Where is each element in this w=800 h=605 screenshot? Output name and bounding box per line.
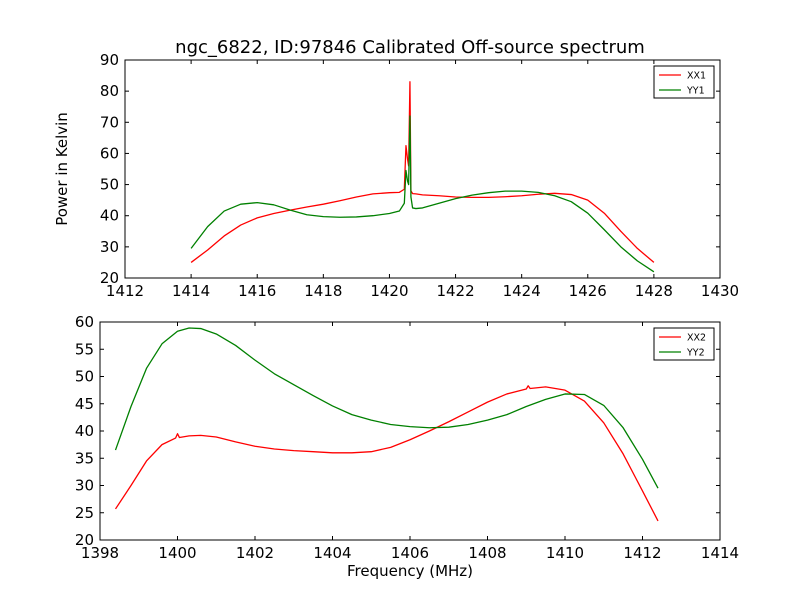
bottom-plot-panel: 1398 1400 1402 1404 1406 1408 1410 1412 1414 20 25…: [75, 313, 739, 562]
y-tick-label: 45: [75, 395, 94, 413]
y-tick-label: 50: [75, 368, 94, 386]
x-tick-label: 1418: [304, 282, 342, 300]
y-tick-label: 25: [75, 504, 94, 522]
x-tick-label: 1398: [81, 544, 119, 562]
legend-label-xx2: XX2: [687, 333, 706, 344]
x-tick-label: 1426: [569, 282, 607, 300]
chart-title: ngc_6822, ID:97846 Calibrated Off-source…: [175, 37, 645, 58]
x-tick-label: 1412: [106, 282, 144, 300]
y-axis-label: Power in Kelvin: [53, 112, 71, 226]
x-axis-label: Frequency (MHz): [347, 562, 473, 580]
x-tick-label: 1414: [701, 544, 739, 562]
x-tick-label: 1404: [313, 544, 351, 562]
legend-label-xx1: XX1: [687, 71, 706, 82]
y-tick-label: 90: [100, 51, 119, 69]
y-tick-label: 30: [100, 238, 119, 256]
x-tick-label: 1416: [238, 282, 276, 300]
y-tick-label: 40: [75, 422, 94, 440]
y-tick-label: 20: [75, 531, 94, 549]
x-tick-label: 1402: [236, 544, 274, 562]
x-tick-label: 1406: [391, 544, 429, 562]
legend-box: [653, 327, 715, 361]
x-tick-label: 1400: [158, 544, 196, 562]
legend-box: [653, 65, 715, 99]
x-tick-label: 1414: [172, 282, 210, 300]
y-tick-label: 30: [75, 477, 94, 495]
legend-label-yy1: YY1: [686, 86, 705, 97]
series-line-yy2: [114, 327, 659, 489]
series-line-yy1: [190, 115, 655, 273]
series-line-xx2: [114, 385, 659, 522]
x-tick-label: 1422: [436, 282, 474, 300]
x-tick-label: 1424: [503, 282, 541, 300]
y-tick-label: 40: [100, 207, 119, 225]
y-tick-label: 35: [75, 449, 94, 467]
y-tick-label: 70: [100, 113, 119, 131]
x-tick-label: 1430: [701, 282, 739, 300]
y-tick-label: 80: [100, 82, 119, 100]
y-tick-label: 60: [75, 313, 94, 331]
top-plot-frame: [124, 59, 721, 279]
x-tick-label: 1412: [623, 544, 661, 562]
y-tick-label: 20: [100, 269, 119, 287]
y-tick-label: 55: [75, 340, 94, 358]
legend-label-yy2: YY2: [686, 348, 705, 359]
y-tick-label: 50: [100, 176, 119, 194]
x-tick-label: 1420: [370, 282, 408, 300]
top-plot-panel: 1412 1414 1416 1418 1420 1422 1424 1426 1428 1430…: [100, 51, 739, 300]
x-tick-label: 1408: [468, 544, 506, 562]
y-tick-label: 60: [100, 144, 119, 162]
x-tick-label: 1410: [546, 544, 584, 562]
x-tick-label: 1428: [635, 282, 673, 300]
